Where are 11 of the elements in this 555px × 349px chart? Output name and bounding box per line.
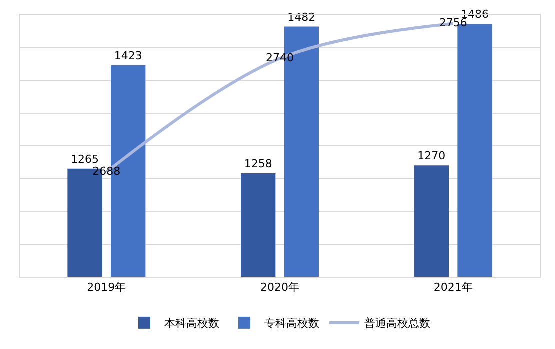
x-tick-label: 2020年: [260, 281, 300, 294]
data-label: 1270: [418, 150, 446, 163]
data-label: 2740: [266, 51, 294, 64]
legend-label: 专科高校数: [264, 317, 320, 330]
data-label: 1258: [244, 158, 272, 171]
data-label: 1265: [71, 152, 99, 166]
x-tick-label: 2021年: [434, 281, 473, 294]
data-label: 1423: [114, 49, 142, 62]
legend-label: 本科高校数: [164, 317, 220, 330]
x-tick-label: 2019年: [87, 281, 126, 294]
legend-label: 普通高校总数: [364, 317, 430, 330]
